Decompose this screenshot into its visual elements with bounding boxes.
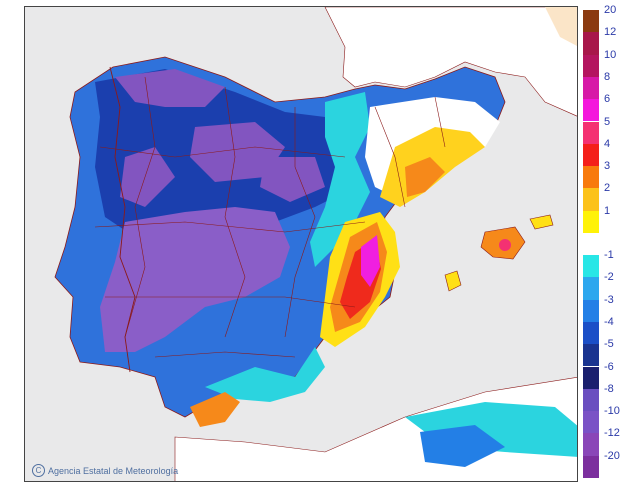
legend-swatch-upper-3 xyxy=(583,76,599,100)
legend-swatch-upper-1 xyxy=(583,32,599,55)
province-borders xyxy=(94,76,446,358)
legend-label-upper-9: 1 xyxy=(604,204,611,217)
portugal-border xyxy=(109,66,136,373)
legend-label-lower-1: -2 xyxy=(604,271,614,284)
legend-swatch-lower-1 xyxy=(583,277,599,300)
credit-line: C Agencia Estatal de Meteorología xyxy=(32,464,178,477)
legend-label-lower-9: -20 xyxy=(604,449,620,462)
ibiza xyxy=(444,270,462,292)
legend-swatch-lower-6 xyxy=(583,388,599,412)
legend-swatch-lower-9 xyxy=(583,455,599,478)
legend-label-upper-6: 4 xyxy=(604,137,611,150)
legend-label-lower-2: -3 xyxy=(604,293,614,306)
south-cyan xyxy=(205,347,325,402)
legend-label-upper-1: 12 xyxy=(604,26,617,39)
mallorca-hot-spot xyxy=(499,239,511,251)
central-purple-core xyxy=(100,207,290,352)
legend-label-lower-5: -6 xyxy=(604,360,614,373)
east-cyan-fringe xyxy=(310,92,370,267)
legend-label-lower-0: -1 xyxy=(604,249,614,261)
legend-swatch-lower-5 xyxy=(583,366,599,389)
legend-swatch-lower-4 xyxy=(583,344,599,367)
legend-label-lower-8: -12 xyxy=(604,427,620,440)
temperature-anomaly-map xyxy=(24,6,578,482)
legend-label-upper-7: 3 xyxy=(604,160,611,173)
northeast-orange xyxy=(405,157,445,197)
legend-label-upper-8: 2 xyxy=(604,182,611,195)
legend-swatch-upper-8 xyxy=(583,188,599,211)
credit-text: Agencia Estatal de Meteorología xyxy=(48,465,179,476)
africa-blue xyxy=(420,425,505,467)
legend-label-upper-0: 20 xyxy=(604,4,617,16)
legend-label-lower-6: -8 xyxy=(604,382,614,395)
legend-label-lower-7: -10 xyxy=(604,405,620,418)
map-canvas xyxy=(25,7,577,481)
legend-swatch-lower-7 xyxy=(583,411,599,434)
legend-label-upper-3: 8 xyxy=(604,70,611,83)
legend-label-lower-4: -5 xyxy=(604,338,614,351)
legend-label-upper-5: 5 xyxy=(604,115,611,128)
north-purple-patches xyxy=(115,69,325,207)
legend-swatch-upper-4 xyxy=(583,99,599,122)
legend-swatch-upper-5 xyxy=(583,121,599,144)
legend-swatch-upper-0 xyxy=(583,10,599,33)
legend-swatch-upper-6 xyxy=(583,143,599,167)
color-legend: 20 12 10 8 6 5 4 3 2 1 -1 -2 -3 -4 -5 -6 -8 -10 -12 -20 xyxy=(583,4,628,478)
legend-swatch-lower-0 xyxy=(583,255,599,278)
legend-label-upper-4: 6 xyxy=(604,93,611,106)
legend-swatch-upper-7 xyxy=(583,166,599,189)
south-warm-patch xyxy=(190,392,240,427)
legend-swatch-lower-8 xyxy=(583,433,599,456)
valencia-magenta xyxy=(361,235,380,287)
legend-label-lower-3: -4 xyxy=(604,315,614,328)
legend-label-upper-2: 10 xyxy=(604,48,617,61)
legend-swatch-lower-2 xyxy=(583,299,599,322)
copyright-circle-icon: C xyxy=(32,464,45,477)
legend-swatch-upper-2 xyxy=(583,54,599,77)
france-landmass xyxy=(324,7,577,117)
legend-swatch-upper-9 xyxy=(583,210,599,233)
menorca xyxy=(529,214,554,230)
alps-warm-patch xyxy=(545,7,577,46)
legend-swatch-lower-3 xyxy=(583,321,599,345)
